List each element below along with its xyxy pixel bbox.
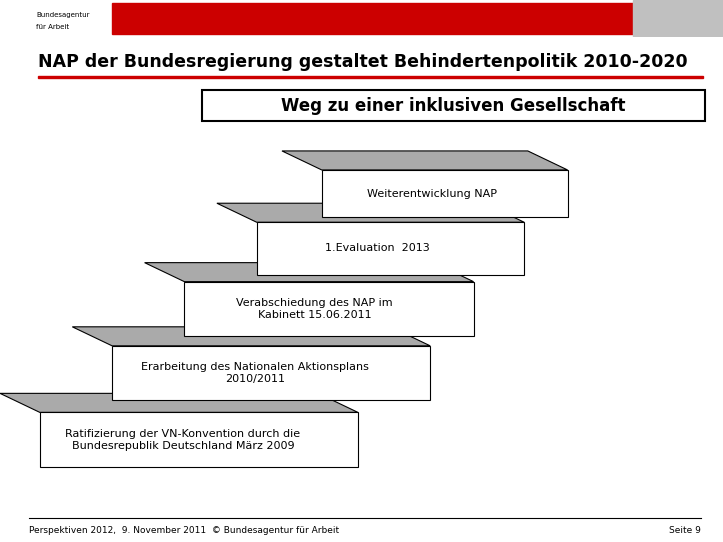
FancyArrow shape [38,76,703,78]
Text: für Arbeit: für Arbeit [36,23,69,29]
Text: Perspektiven 2012,  9. November 2011  © Bundesagentur für Arbeit: Perspektiven 2012, 9. November 2011 © Bu… [29,526,339,535]
Text: Erarbeitung des Nationalen Aktionsplans
2010/2011: Erarbeitung des Nationalen Aktionsplans … [141,363,369,384]
Bar [112,3,633,34]
Text: NAP der Bundesregierung gestaltet Behindertenpolitik 2010-2020: NAP der Bundesregierung gestaltet Behind… [38,54,688,72]
Text: Seite 9: Seite 9 [669,526,701,535]
Bar [322,170,568,217]
Text: 1.Evaluation  2013: 1.Evaluation 2013 [325,243,429,253]
Bar [633,0,723,37]
Bar [184,282,474,337]
Polygon shape [282,151,568,170]
Bar [202,91,705,121]
Text: Verabschiedung des NAP im
Kabinett 15.06.2011: Verabschiedung des NAP im Kabinett 15.06… [236,298,393,320]
Polygon shape [217,203,524,222]
Polygon shape [0,393,358,412]
Bar [40,412,358,467]
Text: Weg zu einer inklusiven Gesellschaft: Weg zu einer inklusiven Gesellschaft [281,97,626,115]
Text: Ratifizierung der VN-Konvention durch die
Bundesrepublik Deutschland März 2009: Ratifizierung der VN-Konvention durch di… [65,429,301,450]
Bar [0,0,112,37]
Bar [112,346,430,401]
Bar [257,222,524,275]
Text: Bundesagentur: Bundesagentur [36,12,90,18]
Polygon shape [145,263,474,282]
Text: Weiterentwicklung NAP: Weiterentwicklung NAP [367,189,497,199]
Polygon shape [72,327,430,346]
